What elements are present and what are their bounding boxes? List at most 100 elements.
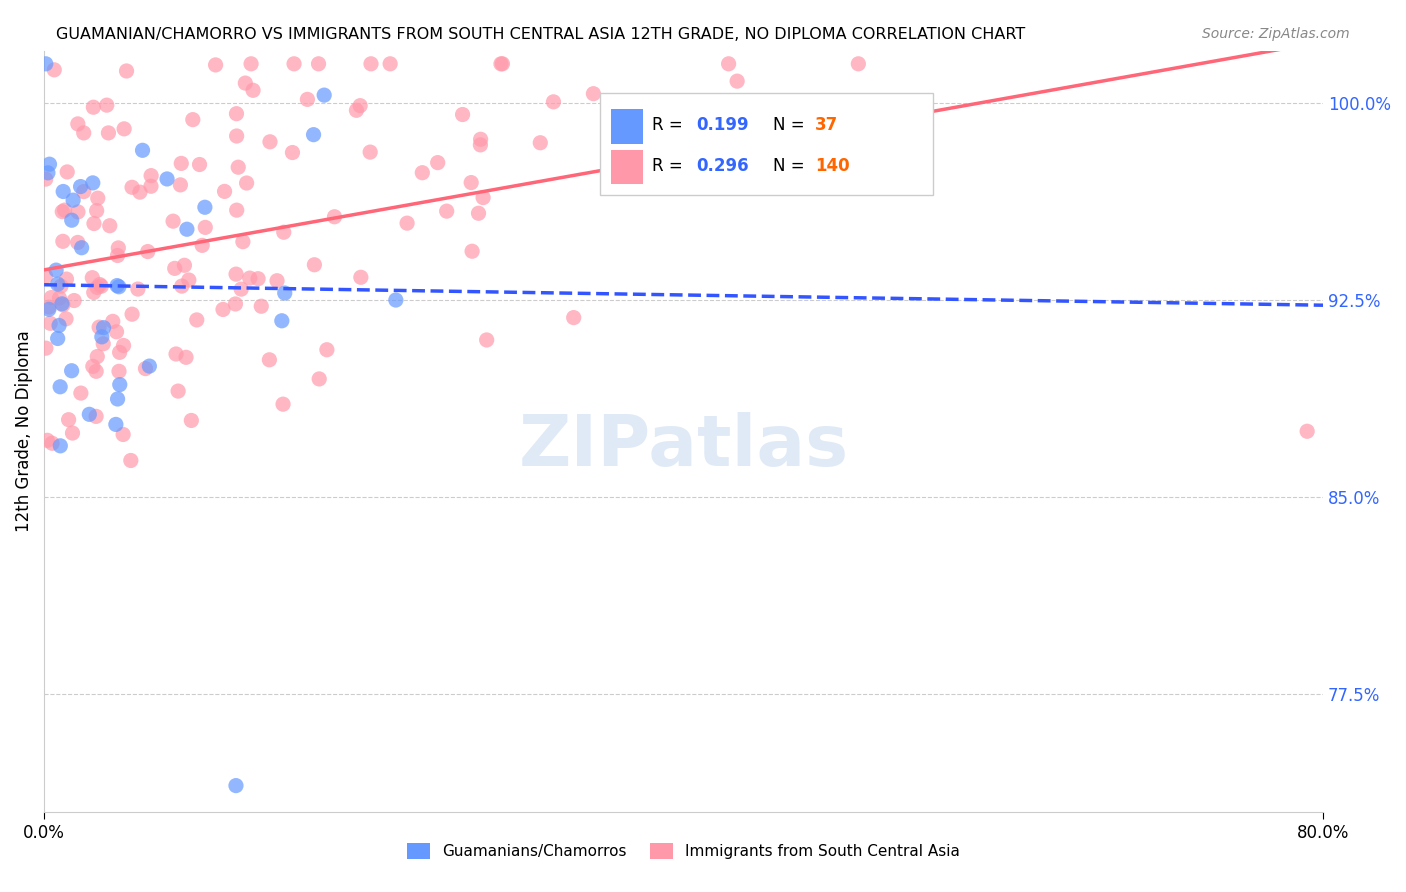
Point [107, 392, 129, 406]
Bar [610, 150, 643, 184]
Point [91, 336, 114, 351]
Point [233, 76, 256, 90]
Point [470, 137, 492, 152]
Point [235, 176, 257, 190]
Point [467, 206, 489, 220]
Point [194, 200, 217, 214]
Point [139, 179, 162, 194]
Point [86, 203, 108, 218]
Text: Source: ZipAtlas.com: Source: ZipAtlas.com [1202, 27, 1350, 41]
Text: ZIPatlas: ZIPatlas [519, 412, 849, 481]
Point [411, 166, 433, 180]
Point [58, 413, 80, 427]
Point [84, 364, 107, 378]
Text: GUAMANIAN/CHAMORRO VS IMMIGRANTS FROM SOUTH CENTRAL ASIA 12TH GRADE, NO DIPLOMA : GUAMANIAN/CHAMORRO VS IMMIGRANTS FROM SO… [56, 27, 1025, 42]
Text: 0.199: 0.199 [696, 116, 749, 135]
Point [131, 144, 153, 158]
Point [107, 241, 129, 255]
Point [46, 277, 69, 292]
Point [105, 278, 128, 293]
Point [139, 169, 162, 183]
Point [55, 311, 77, 326]
Point [308, 372, 330, 386]
Point [82, 176, 104, 190]
Point [45, 263, 67, 277]
Point [56, 165, 79, 179]
Point [250, 299, 273, 313]
Point [266, 274, 288, 288]
Point [112, 121, 135, 136]
Point [188, 157, 211, 171]
Y-axis label: 12th Grade, No Diploma: 12th Grade, No Diploma [15, 330, 32, 533]
Point [115, 64, 138, 78]
Point [83, 285, 105, 300]
Point [543, 95, 565, 109]
Point [108, 377, 131, 392]
Point [73, 126, 96, 140]
Point [70, 241, 93, 255]
Point [350, 270, 373, 285]
Point [83, 217, 105, 231]
Point [226, 160, 249, 174]
Point [60, 213, 83, 227]
Point [846, 57, 869, 71]
Point [489, 57, 512, 71]
Point [529, 136, 551, 150]
Point [360, 57, 382, 71]
Point [240, 57, 263, 71]
Point [35, 269, 58, 284]
Point [66, 235, 89, 250]
Point [271, 397, 294, 411]
Point [167, 384, 190, 398]
Text: N =: N = [773, 116, 810, 135]
Point [662, 115, 685, 129]
Point [90, 279, 112, 293]
Point [82, 100, 104, 114]
Point [38, 302, 60, 317]
Point [451, 107, 474, 121]
Point [385, 293, 408, 307]
Point [461, 244, 484, 259]
Point [232, 235, 254, 249]
Text: R =: R = [651, 157, 688, 176]
Point [315, 343, 337, 357]
Point [84, 409, 107, 424]
Point [170, 279, 193, 293]
Point [44, 62, 66, 77]
Point [225, 203, 247, 218]
Point [53, 203, 76, 218]
Point [725, 74, 748, 88]
Point [39, 316, 62, 330]
Point [191, 238, 214, 252]
Point [165, 347, 187, 361]
Point [274, 286, 297, 301]
Point [426, 155, 449, 169]
Point [180, 413, 202, 427]
Point [51, 204, 73, 219]
Point [378, 57, 401, 71]
Point [470, 132, 492, 146]
Point [35, 172, 58, 186]
Point [177, 273, 200, 287]
Point [129, 185, 152, 199]
Point [112, 338, 135, 352]
Point [212, 302, 235, 317]
Point [214, 185, 236, 199]
Point [302, 128, 325, 142]
Point [66, 117, 89, 131]
Point [323, 210, 346, 224]
Point [51, 297, 73, 311]
Point [112, 427, 135, 442]
Point [346, 103, 368, 118]
Bar [610, 110, 643, 144]
Point [170, 156, 193, 170]
Point [96, 98, 118, 112]
Point [225, 267, 247, 281]
Point [41, 436, 63, 450]
Point [314, 88, 336, 103]
Point [108, 345, 131, 359]
Point [107, 248, 129, 262]
Point [162, 214, 184, 228]
Point [101, 314, 124, 328]
Point [69, 179, 91, 194]
